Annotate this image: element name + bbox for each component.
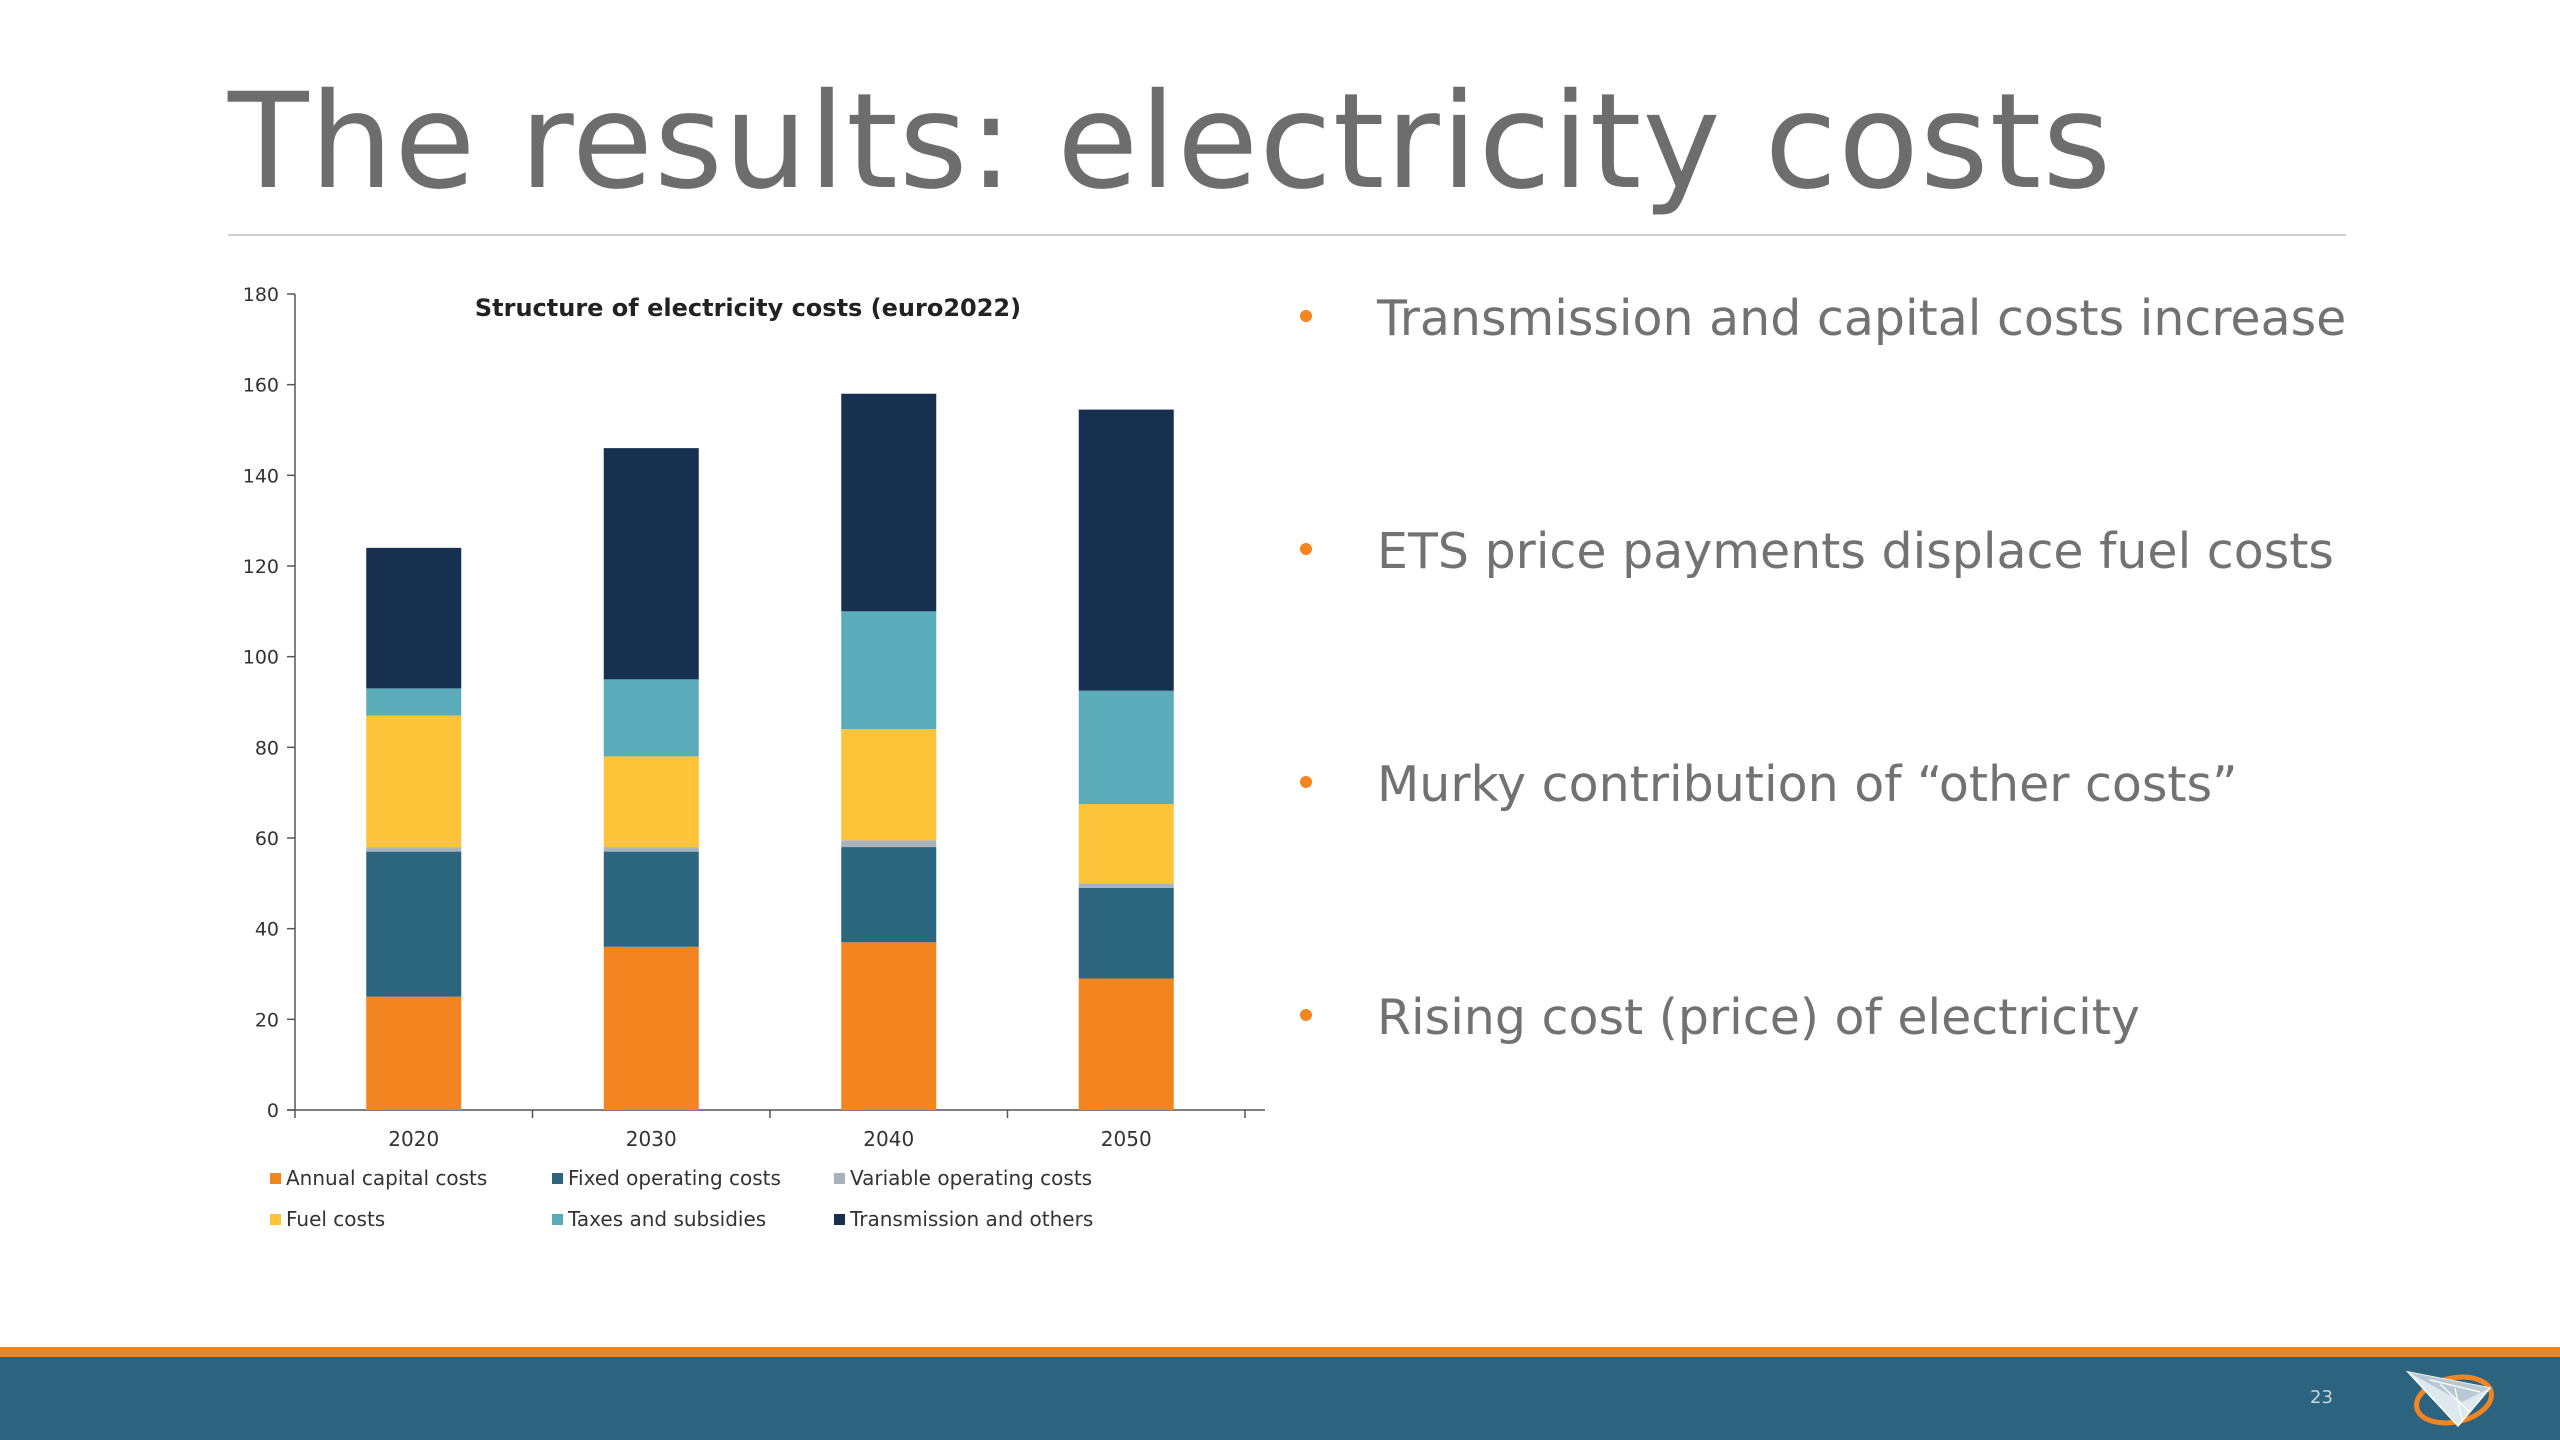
y-tick-label: 100	[243, 647, 279, 669]
y-tick-label: 180	[243, 284, 279, 306]
legend-label: Taxes and subsidies	[567, 1207, 766, 1231]
x-tick-label: 2020	[388, 1127, 439, 1151]
y-tick-label: 160	[243, 375, 279, 397]
y-tick-label: 40	[255, 919, 279, 941]
bar-segment	[841, 840, 937, 848]
bullet-text: Transmission and capital costs increase	[1377, 290, 2347, 347]
logo-icon	[2405, 1370, 2494, 1428]
bar-segment	[841, 393, 937, 612]
bar-segment	[603, 851, 699, 947]
bar-segment	[1078, 883, 1174, 888]
x-tick-label: 2040	[863, 1127, 914, 1151]
y-axis: 0 20 40 60 80 100 120 140 160 180	[243, 284, 296, 1122]
legend-label: Fixed operating costs	[568, 1166, 781, 1190]
legend-label: Fuel costs	[286, 1207, 385, 1231]
footer-accent-stripe	[0, 1347, 2560, 1357]
bar-segment	[366, 547, 462, 689]
bullet-text: Murky contribution of “other costs”	[1377, 756, 2238, 813]
legend: Annual capital costs Fixed operating cost…	[270, 1166, 1093, 1231]
y-tick-label: 60	[255, 828, 279, 850]
page-number: 23	[2310, 1387, 2333, 1408]
bar-segment	[1078, 978, 1174, 1110]
bar-segment	[1078, 690, 1174, 804]
bar-segment	[366, 715, 462, 848]
y-tick-label: 120	[243, 556, 279, 578]
bullet-text: Rising cost (price) of electricity	[1377, 989, 2140, 1046]
bar-segment	[841, 847, 937, 943]
bar-segment	[841, 729, 937, 841]
legend-label: Variable operating costs	[850, 1166, 1092, 1190]
bullet-dot-icon	[1300, 776, 1312, 788]
bar-segment	[1078, 887, 1174, 979]
x-tick-label: 2030	[626, 1127, 677, 1151]
legend-swatch	[834, 1173, 845, 1184]
bar-segment	[1078, 804, 1174, 884]
legend-label: Transmission and others	[849, 1207, 1093, 1231]
bar-segment	[366, 851, 462, 997]
y-tick-label: 20	[255, 1009, 279, 1031]
legend-swatch	[552, 1214, 563, 1225]
bar-segment	[603, 847, 699, 852]
bullet-dot-icon	[1300, 310, 1312, 322]
footer-bar	[0, 1357, 2560, 1440]
title-divider	[228, 234, 2346, 236]
bar-segment	[603, 946, 699, 1110]
bullet-dot-icon	[1300, 543, 1312, 555]
bar-segment	[366, 847, 462, 852]
stacked-bar-chart: Structure of electricity costs (euro2022…	[243, 284, 1265, 1231]
chart-title: Structure of electricity costs (euro2022…	[475, 294, 1021, 322]
x-axis: 2020 2030 2040 2050	[287, 1109, 1265, 1151]
legend-swatch	[834, 1214, 845, 1225]
bar-segment	[366, 996, 462, 1110]
x-tick-label: 2050	[1101, 1127, 1152, 1151]
bar-segment	[841, 611, 937, 730]
legend-swatch	[552, 1173, 563, 1184]
bar-segment	[603, 448, 699, 680]
y-tick-label: 80	[255, 737, 279, 759]
bullet-text: ETS price payments displace fuel costs	[1377, 523, 2334, 580]
legend-swatch	[270, 1173, 281, 1184]
legend-label: Annual capital costs	[286, 1166, 487, 1190]
bar-segment	[603, 756, 699, 848]
slide-title: The results: electricity costs	[228, 65, 2113, 219]
y-tick-label: 0	[267, 1100, 279, 1122]
bar-segment	[603, 679, 699, 757]
y-tick-label: 140	[243, 465, 279, 487]
bars	[366, 393, 1174, 1110]
bar-segment	[841, 942, 937, 1110]
bullet-dot-icon	[1300, 1009, 1312, 1021]
legend-swatch	[270, 1214, 281, 1225]
bar-segment	[1078, 409, 1174, 691]
bar-segment	[366, 688, 462, 716]
